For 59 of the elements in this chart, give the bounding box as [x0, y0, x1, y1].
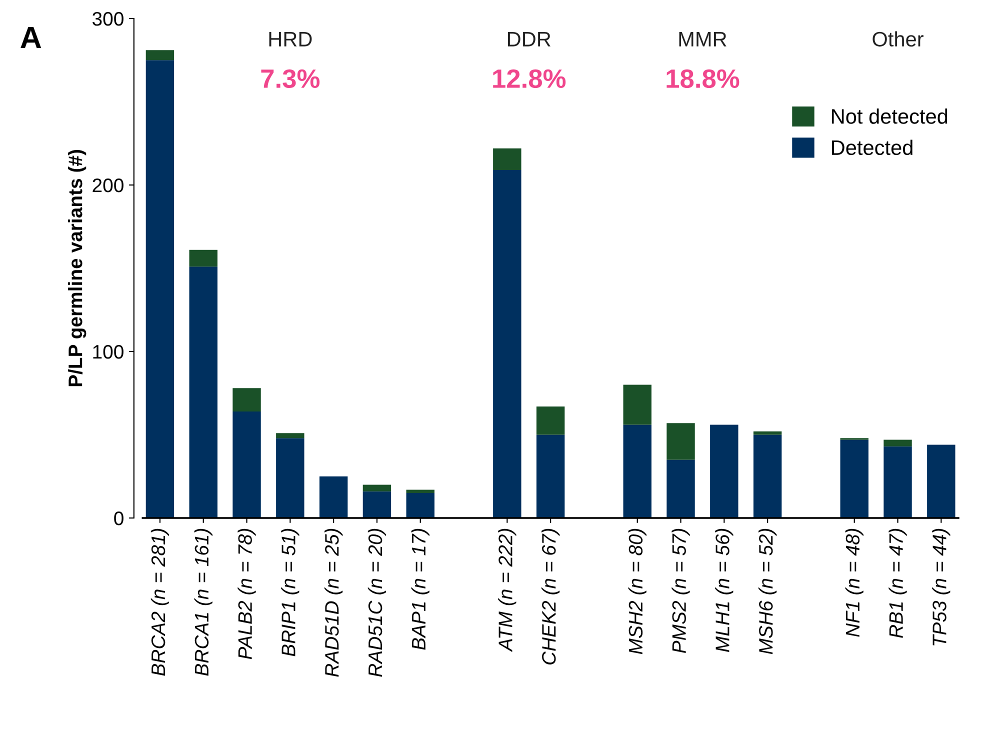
- legend-label: Not detected: [832, 108, 948, 124]
- bar: [189, 250, 218, 267]
- x-tick-label: BRCA2 (n = 281): [150, 528, 170, 676]
- bar: [493, 148, 522, 170]
- bar: [536, 434, 565, 518]
- bar: [666, 460, 695, 518]
- bar: [623, 424, 652, 518]
- bar: [232, 388, 261, 412]
- x-tick-label: MSH6 (n = 52): [758, 528, 777, 654]
- bar: [927, 444, 956, 518]
- annotation: 7.3%: [261, 69, 320, 88]
- x-tick-label: PMS2 (n = 57): [672, 528, 690, 654]
- bar: [884, 446, 912, 518]
- x-tick-label: MLH1 (n = 56): [715, 528, 734, 652]
- bar: [840, 440, 868, 518]
- x-tick-label: NF1 (n = 48): [845, 528, 864, 637]
- bar: [623, 384, 652, 425]
- bar: [276, 433, 304, 438]
- y-tick-label: 0: [114, 511, 124, 526]
- y-axis-title: P/LP germline variants (#): [68, 150, 86, 386]
- y-tick-label: 300: [92, 12, 124, 26]
- bar: [536, 406, 565, 435]
- x-tick-label: CHEK2 (n = 67): [541, 528, 560, 664]
- legend-label: Detected: [832, 140, 912, 156]
- x-tick-label: RAD51D (n = 25): [324, 528, 343, 677]
- bar: [146, 60, 174, 518]
- annotation: 12.8%: [493, 69, 566, 88]
- x-tick-label: RAD51C (n = 20): [368, 528, 386, 677]
- bar: [146, 50, 174, 60]
- x-tick-label: BRIP1 (n = 51): [281, 528, 300, 656]
- x-tick-label: TP53 (n = 44): [932, 528, 950, 646]
- annotation: MMR: [679, 32, 726, 46]
- annotation: HRD: [269, 32, 312, 46]
- bar: [753, 434, 782, 518]
- bar: [666, 423, 695, 460]
- y-tick-label: 200: [92, 178, 124, 192]
- x-tick-label: PALB2 (n = 78): [238, 528, 256, 660]
- x-tick-label: MSH2 (n = 80): [628, 528, 646, 654]
- annotation: Other: [872, 31, 924, 47]
- bar: [232, 411, 261, 518]
- bar: [362, 491, 392, 518]
- bar: [753, 431, 782, 435]
- bar: [406, 493, 434, 518]
- bar: [884, 440, 912, 446]
- bar: [189, 266, 218, 518]
- bar: [362, 484, 392, 492]
- annotation: DDR: [508, 32, 550, 46]
- bar: [406, 490, 434, 494]
- x-tick-label: ATM (n = 222): [498, 528, 516, 652]
- annotation: 18.8%: [666, 69, 740, 88]
- bar: [710, 424, 738, 518]
- x-tick-label: RB1 (n = 47): [888, 528, 907, 638]
- chart-title: A: [20, 27, 42, 48]
- x-tick-label: BRCA1 (n = 161): [194, 528, 212, 676]
- x-tick-label: BAP1 (n = 17): [411, 528, 430, 650]
- bar: [276, 438, 304, 518]
- bar: [319, 476, 348, 518]
- y-tick-label: 100: [93, 344, 124, 359]
- bar: [493, 170, 522, 518]
